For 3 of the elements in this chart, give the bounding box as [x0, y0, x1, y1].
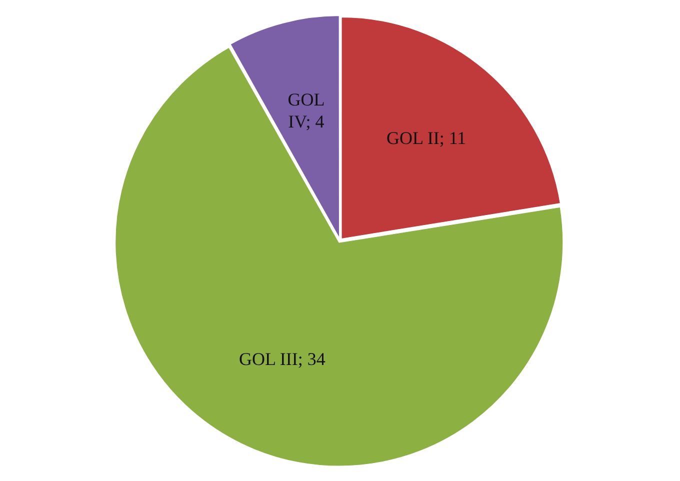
slice-label: GOL II; 11: [386, 128, 466, 148]
slice-label: GOL III; 34: [239, 349, 326, 370]
slice-label: GOL IV; 4: [288, 89, 325, 132]
